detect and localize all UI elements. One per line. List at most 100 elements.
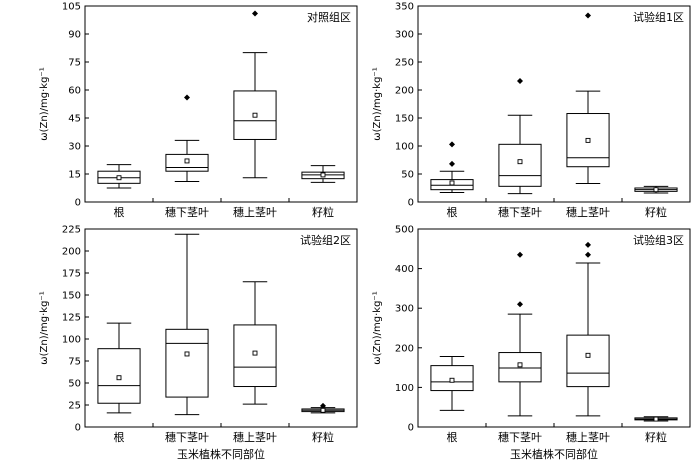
box-1 xyxy=(430,356,474,411)
outlier-point xyxy=(517,301,523,308)
x-category-label: 穗下茎叶 xyxy=(498,206,542,219)
box-4 xyxy=(634,416,678,422)
box-1 xyxy=(97,164,141,189)
panel-4: 0 100 200 300 400 500 根 穗下茎叶 穗上茎叶 籽粒 ω(Zn)/mg·kg⁻¹… xyxy=(372,225,691,461)
y-tick-label: 150 xyxy=(62,291,81,302)
panel-3: 0 25 50 75 100 125 150 175 200 225 根 穗下茎叶 穗上茎叶 籽粒 ω(Zn… xyxy=(39,225,358,461)
y-tick-label: 250 xyxy=(395,58,414,69)
outlier-point xyxy=(449,160,455,167)
y-tick-label: 100 xyxy=(62,335,81,346)
box-3 xyxy=(233,281,277,405)
y-tick-label: 175 xyxy=(62,269,81,280)
x-category-label: 籽粒 xyxy=(645,430,667,444)
mean-marker xyxy=(116,175,122,181)
x-category-label: 根 xyxy=(447,430,458,444)
y-axis-label: ω(Zn)/mg·kg⁻¹ xyxy=(39,291,50,364)
y-tick-label: 15 xyxy=(68,170,81,181)
x-category-label: 穗上茎叶 xyxy=(233,206,277,219)
y-tick-label: 0 xyxy=(408,423,414,434)
panel-title: 试验组1区 xyxy=(633,10,684,24)
box-4 xyxy=(301,165,345,183)
outlier-point xyxy=(517,251,523,258)
y-tick-label: 75 xyxy=(68,58,81,69)
y-tick-label: 100 xyxy=(395,142,414,153)
y-tick-label: 45 xyxy=(68,114,81,125)
box-2 xyxy=(165,233,209,416)
x-category-label: 穗上茎叶 xyxy=(233,431,277,444)
y-tick-label: 75 xyxy=(68,357,81,368)
y-tick-label: 0 xyxy=(408,198,414,209)
x-axis-label: 玉米植株不同部位 xyxy=(177,447,265,461)
y-tick-label: 50 xyxy=(401,170,414,181)
y-tick-label: 200 xyxy=(62,247,81,258)
panel-title: 对照组区 xyxy=(307,10,351,24)
y-tick-label: 0 xyxy=(75,198,81,209)
box-1 xyxy=(430,141,474,193)
y-tick-label: 25 xyxy=(68,401,81,412)
mean-marker xyxy=(116,375,122,381)
x-category-label: 穗上茎叶 xyxy=(566,431,610,444)
y-tick-label: 90 xyxy=(68,30,81,41)
box-3 xyxy=(233,10,277,179)
panel-title: 试验组2区 xyxy=(300,233,351,247)
outlier-point xyxy=(184,94,190,101)
y-tick-label: 100 xyxy=(395,383,414,394)
mean-marker xyxy=(252,350,258,356)
box-iqr xyxy=(566,334,610,388)
mean-marker xyxy=(449,180,455,186)
outlier-point xyxy=(252,10,258,17)
outlier-point xyxy=(517,78,523,85)
outlier-point xyxy=(320,402,326,409)
x-category-label: 根 xyxy=(447,205,458,219)
y-tick-label: 125 xyxy=(62,313,81,324)
mean-marker xyxy=(449,377,455,383)
x-category-label: 穗下茎叶 xyxy=(498,431,542,444)
box-iqr xyxy=(233,324,277,388)
mean-marker xyxy=(320,172,326,178)
y-tick-label: 200 xyxy=(395,86,414,97)
box-iqr xyxy=(165,328,209,398)
y-axis-label: ω(Zn)/mg·kg⁻¹ xyxy=(39,67,50,140)
y-tick-label: 300 xyxy=(395,30,414,41)
panel-title: 试验组3区 xyxy=(633,233,684,247)
y-axis-label: ω(Zn)/mg·kg⁻¹ xyxy=(372,291,383,364)
box-2 xyxy=(498,251,542,417)
x-category-label: 根 xyxy=(114,205,125,219)
box-3 xyxy=(566,241,610,417)
box-2 xyxy=(165,94,209,182)
y-tick-label: 150 xyxy=(395,114,414,125)
box-3 xyxy=(566,12,610,185)
y-tick-label: 200 xyxy=(395,343,414,354)
x-category-label: 穗上茎叶 xyxy=(566,206,610,219)
y-tick-label: 500 xyxy=(395,225,414,236)
x-category-label: 穗下茎叶 xyxy=(165,206,209,219)
outlier-point xyxy=(449,141,455,148)
mean-marker xyxy=(585,137,591,143)
y-tick-label: 400 xyxy=(395,264,414,275)
y-tick-label: 50 xyxy=(68,379,81,390)
box-1 xyxy=(97,322,141,414)
y-tick-label: 60 xyxy=(68,86,81,97)
mean-marker xyxy=(585,352,591,358)
panel-2: 0 50 100 150 200 250 300 350 根 穗下茎叶 穗上茎叶 籽粒 ω(Zn)/mg… xyxy=(372,2,691,219)
x-category-label: 根 xyxy=(114,430,125,444)
y-axis-label: ω(Zn)/mg·kg⁻¹ xyxy=(372,67,383,140)
y-tick-label: 300 xyxy=(395,304,414,315)
x-category-label: 穗下茎叶 xyxy=(165,431,209,444)
outlier-point xyxy=(585,12,591,19)
box-4 xyxy=(634,185,678,194)
box-2 xyxy=(498,78,542,195)
mean-marker xyxy=(184,351,190,357)
mean-marker xyxy=(653,187,659,193)
mean-marker xyxy=(653,416,659,422)
x-axis-label: 玉米植株不同部位 xyxy=(510,447,598,461)
y-tick-label: 225 xyxy=(62,225,81,236)
plot-frame xyxy=(417,5,691,203)
plot-frame xyxy=(417,228,691,428)
y-tick-label: 0 xyxy=(75,423,81,434)
y-tick-label: 30 xyxy=(68,142,81,153)
y-tick-label: 105 xyxy=(62,2,81,13)
mean-marker xyxy=(517,159,523,165)
box-4 xyxy=(301,402,345,414)
